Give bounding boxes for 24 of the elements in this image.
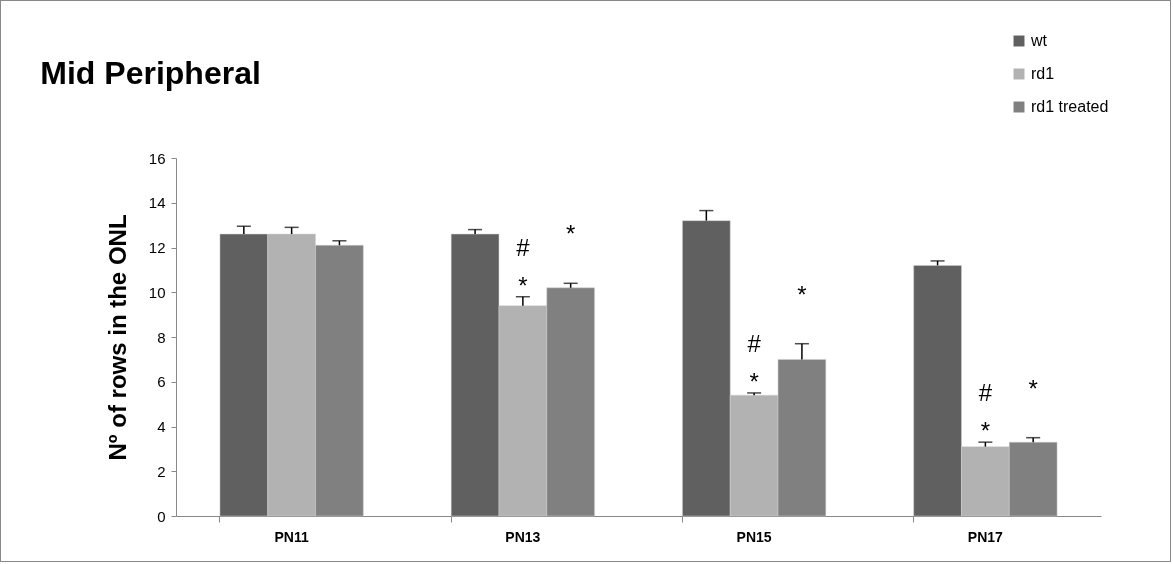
y-tick-label: 8	[157, 328, 166, 346]
x-tick-label: PN15	[736, 528, 772, 545]
y-tick-label: 10	[148, 283, 166, 301]
data-label: *	[565, 220, 576, 248]
y-tick-label: 0	[157, 507, 166, 525]
y-tick-label: 6	[157, 373, 166, 391]
legend-label: wt	[1030, 32, 1048, 49]
y-axis-title: Nº of rows in the ONL	[103, 214, 131, 461]
data-label: # *	[516, 233, 531, 299]
data-label: *	[1028, 374, 1038, 402]
y-tick-label: 4	[157, 418, 166, 435]
x-tick-label: PN17	[967, 528, 1004, 545]
y-tick-label: 2	[157, 462, 166, 480]
x-tick-label: PN13	[505, 528, 541, 545]
y-tick-label: 16	[148, 149, 166, 167]
y-tick-label: 12	[148, 239, 166, 256]
x-tick-label: PN11	[274, 528, 309, 545]
legend-label: rd1	[1031, 65, 1055, 82]
data-label: # *	[978, 379, 993, 445]
data-label: # *	[747, 329, 762, 395]
y-tick-label: 14	[148, 194, 166, 212]
chart-title: Mid Peripheral	[40, 55, 261, 91]
legend-label: rd1 treated	[1031, 98, 1109, 115]
data-label: *	[797, 280, 807, 308]
